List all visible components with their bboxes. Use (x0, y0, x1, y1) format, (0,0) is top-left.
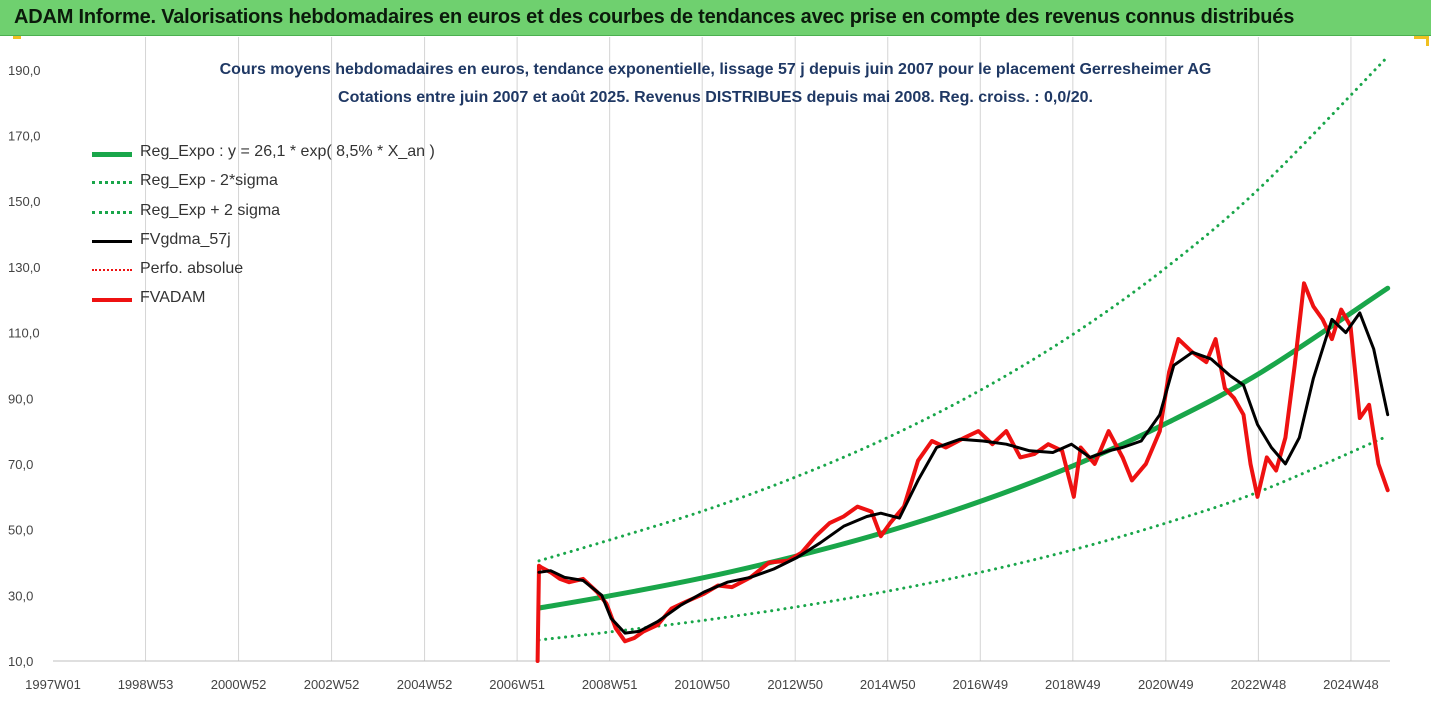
x-tick-label: 2000W52 (211, 677, 267, 692)
y-tick-label: 70,0 (8, 457, 33, 472)
series-line (537, 434, 1390, 642)
legend-swatch (92, 152, 132, 157)
series-line (536, 285, 1391, 611)
legend-label: FVADAM (140, 289, 206, 307)
y-tick-label: 90,0 (8, 391, 33, 406)
x-tick-label: 2022W48 (1231, 677, 1287, 692)
report-title: ADAM Informe. Valorisations hebdomadaire… (14, 6, 1295, 28)
corner-marker-right-vertical (1426, 36, 1429, 46)
x-tick-label: 2020W49 (1138, 677, 1194, 692)
legend-swatch (92, 239, 132, 243)
legend-label: Perfo. absolue (140, 260, 244, 278)
y-tick-label: 30,0 (8, 588, 33, 603)
series-line (537, 311, 1390, 635)
x-tick-label: 2014W50 (860, 677, 916, 692)
legend-swatch (92, 269, 132, 272)
y-tick-label: 190,0 (8, 63, 41, 78)
y-tick-label: 50,0 (8, 523, 33, 538)
chart-subtitle: Cotations entre juin 2007 et août 2025. … (338, 89, 1093, 106)
y-tick-label: 150,0 (8, 194, 41, 209)
y-tick-label: 170,0 (8, 129, 41, 144)
legend-label: Reg_Exp + 2 sigma (140, 201, 281, 219)
legend-swatch (92, 298, 132, 303)
y-tick-label: 110,0 (8, 326, 40, 341)
legend-swatch (92, 181, 132, 185)
series-line (537, 55, 1390, 563)
x-tick-label: 2010W50 (674, 677, 730, 692)
y-tick-label: 10,0 (8, 654, 33, 669)
x-tick-label: 2006W51 (489, 677, 545, 692)
legend-label: FVgdma_57j (140, 230, 231, 248)
legend-label: Reg_Exp - 2*sigma (140, 172, 278, 190)
corner-marker-right (1414, 36, 1428, 39)
chart-canvas: 10,0 30,0 50,0 70,0 90,0 110,0 130,0 150,0 170,0… (8, 37, 1391, 692)
corner-marker-left (13, 36, 21, 39)
legend-label: Reg_Expo : y = 26,1 * exp( 8,5% * X_an ) (140, 143, 435, 160)
x-tick-label: 2008W51 (582, 677, 638, 692)
x-tick-label: 1998W53 (118, 677, 174, 692)
x-tick-label: 2002W52 (304, 677, 360, 692)
x-tick-label: 2024W48 (1323, 677, 1379, 692)
x-tick-label: 2016W49 (952, 677, 1008, 692)
y-tick-label: 130,0 (8, 260, 41, 275)
report-banner: ADAM Informe. Valorisations hebdomadaire… (0, 0, 1431, 36)
chart-title: Cours moyens hebdomadaires en euros, ten… (219, 61, 1212, 78)
x-tick-label: 2004W52 (397, 677, 453, 692)
x-tick-label: 1997W01 (25, 677, 81, 692)
x-tick-label: 2018W49 (1045, 677, 1101, 692)
x-tick-label: 2012W50 (767, 677, 823, 692)
series-line (535, 281, 1390, 663)
legend-swatch (92, 210, 132, 214)
chart-area: 10,0 30,0 50,0 70,0 90,0 110,0 130,0 150,0 170,0… (0, 37, 1431, 718)
